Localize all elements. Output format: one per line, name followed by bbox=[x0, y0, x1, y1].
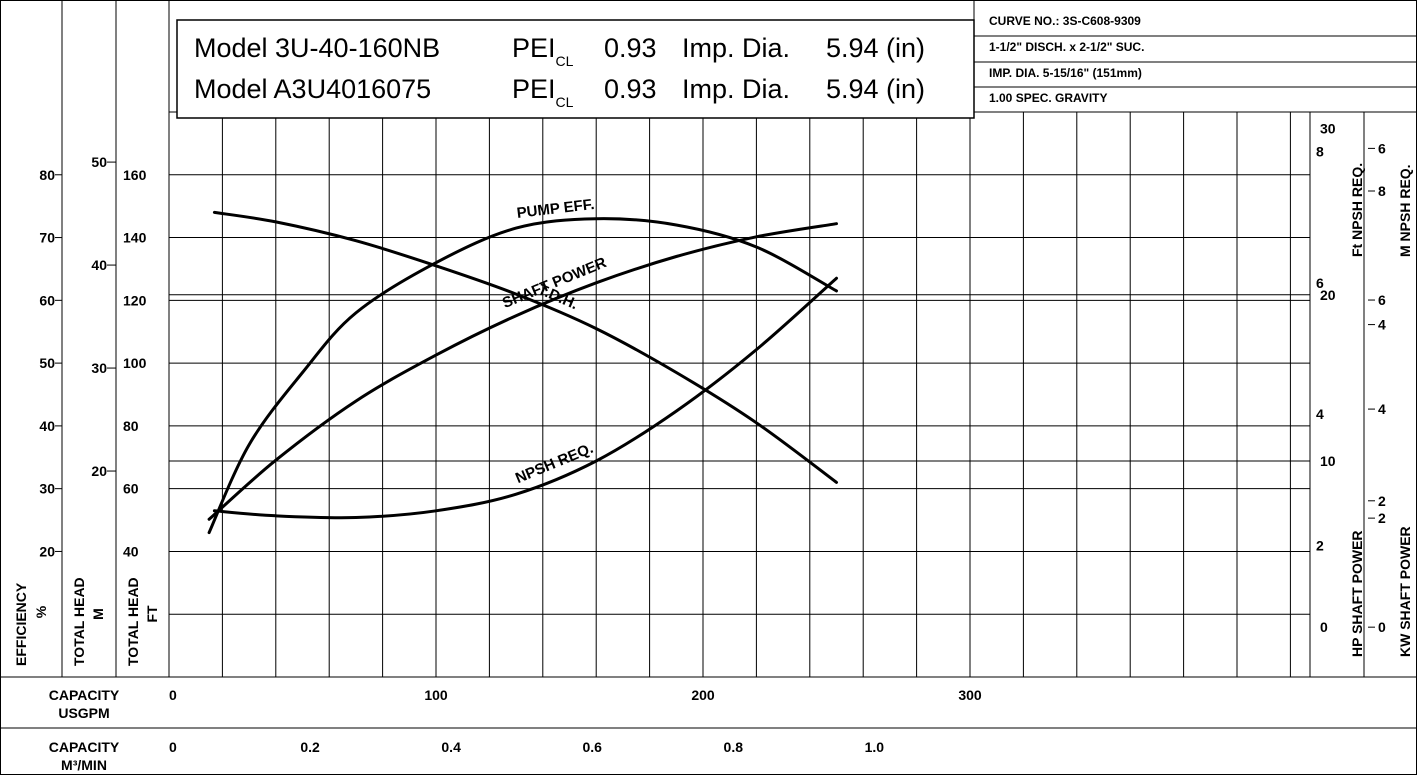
capacity-m3min-tick: 0.6 bbox=[582, 739, 602, 755]
total-head-m-tick: 20 bbox=[91, 463, 107, 479]
efficiency-axis-unit: % bbox=[33, 605, 49, 618]
pei-label-1: PEI bbox=[512, 33, 556, 63]
capacity-usgpm-tick: 300 bbox=[958, 687, 982, 703]
tick-labels: 2030405060708020304050406080100120140160… bbox=[39, 121, 1386, 755]
npsh-ft-tick: 20 bbox=[1320, 287, 1336, 303]
performance-curves bbox=[207, 210, 838, 535]
connection-size: 1-1/2" DISCH. x 2-1/2" SUC. bbox=[989, 40, 1144, 54]
model-line-2: Model A3U4016075 PEICL 0.93 Imp. Dia. 5.… bbox=[194, 74, 925, 113]
pei-sub-1: CL bbox=[556, 53, 574, 69]
npsh-ft-tick: 0 bbox=[1320, 619, 1328, 635]
total-head-ft-axis-title: TOTAL HEAD bbox=[125, 577, 141, 666]
model-info-box: Model 3U-40-160NB PEICL 0.93 Imp. Dia. 5… bbox=[176, 19, 975, 119]
efficiency-tick: 50 bbox=[39, 355, 55, 371]
pei-label-2: PEI bbox=[512, 74, 556, 104]
capacity-usgpm-tick: 0 bbox=[169, 687, 177, 703]
efficiency-tick: 80 bbox=[39, 167, 55, 183]
kw-shaft-power-axis-title: KW SHAFT POWER bbox=[1397, 526, 1413, 657]
kw-tick: 2 bbox=[1378, 493, 1386, 509]
capacity-m3min-tick: 1.0 bbox=[865, 739, 885, 755]
model-name-2: Model A3U4016075 bbox=[194, 74, 431, 104]
specific-gravity: 1.00 SPEC. GRAVITY bbox=[989, 91, 1107, 105]
pei-value-1: 0.93 bbox=[604, 33, 657, 63]
total-head-ft-tick: 100 bbox=[123, 355, 147, 371]
hp-shaft-power-axis-title: HP SHAFT POWER bbox=[1349, 530, 1365, 657]
impeller-diameter: IMP. DIA. 5-15/16" (151mm) bbox=[989, 66, 1142, 80]
npsh-ft-tick: 10 bbox=[1320, 453, 1336, 469]
npsh-ft-tick: 30 bbox=[1320, 121, 1336, 137]
total-head-m-axis-unit: M bbox=[90, 608, 106, 620]
capacity-m3min-tick: 0.8 bbox=[724, 739, 744, 755]
curve-info-block: CURVE NO.: 3S-C608-9309 1-1/2" DISCH. x … bbox=[989, 14, 1144, 105]
total-head-m-tick: 30 bbox=[91, 360, 107, 376]
total-head-ft-tick: 40 bbox=[123, 543, 139, 559]
efficiency-axis-title: EFFICIENCY bbox=[13, 582, 29, 666]
capacity-m3min-tick: 0 bbox=[169, 739, 177, 755]
efficiency-tick: 70 bbox=[39, 230, 55, 246]
total-head-m-tick: 50 bbox=[91, 154, 107, 170]
npsh-m-tick: 4 bbox=[1378, 401, 1386, 417]
imp-dia-1: 5.94 (in) bbox=[826, 33, 925, 63]
capacity-usgpm-tick: 200 bbox=[691, 687, 715, 703]
capacity-usgpm-tick: 100 bbox=[424, 687, 448, 703]
shaft-power-curve bbox=[207, 222, 838, 521]
hp-tick: 6 bbox=[1316, 275, 1324, 291]
hp-tick: 4 bbox=[1316, 406, 1324, 422]
ft-npsh-axis-title: Ft NPSH REQ. bbox=[1349, 163, 1365, 257]
imp-label-1: Imp. Dia. bbox=[682, 33, 790, 63]
efficiency-tick: 30 bbox=[39, 481, 55, 497]
pump-eff-curve bbox=[207, 217, 838, 535]
model-name-1: Model 3U-40-160NB bbox=[194, 33, 440, 63]
npsh-req-curve bbox=[212, 276, 838, 520]
efficiency-tick: 40 bbox=[39, 418, 55, 434]
npsh-m-tick: 2 bbox=[1378, 510, 1386, 526]
total-head-ft-tick: 60 bbox=[123, 481, 139, 497]
total-head-m-tick: 40 bbox=[91, 257, 107, 273]
hp-tick: 2 bbox=[1316, 538, 1324, 554]
total-head-ft-tick: 160 bbox=[123, 167, 147, 183]
kw-tick: 4 bbox=[1378, 317, 1386, 333]
imp-dia-2: 5.94 (in) bbox=[826, 74, 925, 104]
curve-number: CURVE NO.: 3S-C608-9309 bbox=[989, 14, 1141, 28]
axis-titles: EFFICIENCY % TOTAL HEAD M TOTAL HEAD FT … bbox=[13, 163, 1413, 773]
pei-sub-2: CL bbox=[556, 94, 574, 110]
total-head-m-axis-title: TOTAL HEAD bbox=[71, 577, 87, 666]
hp-tick: 8 bbox=[1316, 143, 1324, 159]
efficiency-tick: 20 bbox=[39, 543, 55, 559]
total-head-ft-tick: 140 bbox=[123, 230, 147, 246]
capacity-usgpm-title: CAPACITY bbox=[49, 687, 120, 703]
efficiency-tick: 60 bbox=[39, 292, 55, 308]
npsh-m-tick: 0 bbox=[1378, 619, 1386, 635]
model-line-1: Model 3U-40-160NB PEICL 0.93 Imp. Dia. 5… bbox=[194, 33, 925, 72]
total-head-ft-tick: 80 bbox=[123, 418, 139, 434]
capacity-m3min-tick: 0.4 bbox=[441, 739, 461, 755]
total-head-ft-tick: 120 bbox=[123, 292, 147, 308]
capacity-m3min-unit: M³/MIN bbox=[61, 757, 107, 773]
kw-tick: 6 bbox=[1378, 140, 1386, 156]
pei-value-2: 0.93 bbox=[604, 74, 657, 104]
t-d-h-curve bbox=[212, 210, 838, 484]
total-head-ft-axis-unit: FT bbox=[144, 605, 160, 623]
capacity-m3min-title: CAPACITY bbox=[49, 739, 120, 755]
imp-label-2: Imp. Dia. bbox=[682, 74, 790, 104]
curve-labels: NPSH REQ.PUMP EFF.T.D.H.SHAFT POWER bbox=[500, 196, 609, 487]
npsh-m-tick: 6 bbox=[1378, 292, 1386, 308]
m-npsh-axis-title: M NPSH REQ. bbox=[1397, 164, 1413, 257]
capacity-m3min-tick: 0.2 bbox=[300, 739, 320, 755]
capacity-usgpm-unit: USGPM bbox=[58, 705, 109, 721]
npsh-m-tick: 8 bbox=[1378, 183, 1386, 199]
